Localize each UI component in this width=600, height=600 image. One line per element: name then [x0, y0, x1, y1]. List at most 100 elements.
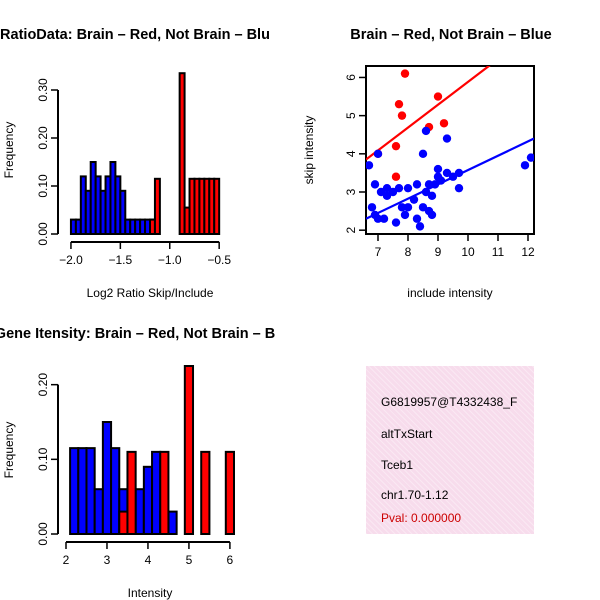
scatter-point-not-brain [433, 164, 443, 174]
scatter-point-brain [397, 111, 407, 120]
intensity-hist-bar-not-brain [69, 447, 80, 535]
location-text: chr1.70-1.12 [381, 488, 449, 502]
scatter-point-not-brain [421, 126, 431, 136]
scatter-point-not-brain [397, 203, 407, 212]
intensity-hist-bar-not-brain [77, 447, 88, 535]
scatter-y-tick-label: 4 [344, 150, 358, 157]
intensity-histogram-title: Gene Itensity: Brain – Red, Not Brain – … [0, 326, 275, 342]
ratio-hist-bar-brain [213, 177, 221, 236]
scatter-point-not-brain [391, 218, 401, 227]
scatter-y-tick-label: 6 [344, 74, 358, 81]
intensity-hist-bar-not-brain [101, 421, 113, 535]
ratio-hist-x-tick-label: −1.0 [158, 253, 182, 267]
ratio-histogram-xlabel: Log2 Ratio Skip/Include [87, 286, 214, 300]
ratio-hist-y-tick-label: 0.20 [36, 126, 50, 150]
intensity-hist-bar-brain [118, 510, 129, 536]
scatter-point-not-brain [403, 183, 413, 193]
intensity-hist-x-tick-label: 2 [63, 553, 70, 567]
ratio-histogram-ylabel: Frequency [2, 122, 16, 179]
intensity-histogram-panel: Gene Itensity: Brain – Red, Not Brain – … [0, 326, 275, 600]
scatter-point-not-brain [418, 149, 428, 159]
scatter-point-not-brain [421, 187, 431, 197]
intensity-hist-bar-brain [183, 365, 195, 535]
scatter-point-not-brain [412, 180, 422, 189]
ratio-hist-x-tick-label: −1.5 [109, 253, 133, 267]
intensity-hist-bar-not-brain [110, 447, 121, 535]
scatter-point-brain [439, 119, 449, 128]
ratio-histogram-panel: RatioData: Brain – Red, Not Brain – Blu … [0, 27, 270, 300]
scatter-point-not-brain [442, 168, 452, 178]
scatter-point-not-brain [373, 214, 383, 223]
scatter-point-not-brain [394, 183, 404, 193]
scatter-y-tick-label: 5 [344, 112, 358, 119]
scatter-x-tick-label: 9 [435, 245, 442, 259]
ratio-hist-y-tick-label: 0.10 [36, 174, 50, 198]
scatter-point-not-brain [388, 187, 398, 197]
intensity-hist-bar-brain [200, 450, 211, 535]
scatter-point-not-brain [370, 180, 380, 189]
scatter-y-tick-label: 3 [344, 188, 358, 195]
scatter-point-not-brain [520, 161, 530, 170]
scatter-point-brain [394, 99, 404, 109]
intensity-hist-bar-not-brain [151, 450, 162, 535]
scatter-marks [366, 66, 534, 231]
ratio-hist-bar-brain [178, 72, 186, 235]
intensity-hist-bar-not-brain [142, 465, 154, 535]
scatter-point-not-brain [454, 168, 464, 178]
scatter-fit-line-brain [366, 66, 491, 161]
ratio-histogram-title: RatioData: Brain – Red, Not Brain – Blu [0, 27, 270, 43]
scatter-point-not-brain [526, 153, 534, 162]
scatter-x-tick-label: 12 [521, 245, 535, 259]
scatter-point-not-brain [442, 134, 452, 143]
ratio-hist-x-tick-label: −0.5 [207, 253, 231, 267]
scatter-point-not-brain [367, 203, 377, 212]
scatter-point-not-brain [427, 210, 437, 220]
intensity-hist-y-tick-label: 0.10 [36, 447, 50, 471]
scatter-point-not-brain [382, 191, 392, 201]
intensity-hist-x-tick-label: 6 [227, 553, 234, 567]
ratio-hist-y-tick-label: 0.00 [36, 222, 50, 246]
intensity-hist-bar-not-brain [85, 447, 96, 535]
scatter-y-tick-label: 2 [344, 227, 358, 234]
intensity-hist-bar-brain [224, 450, 235, 535]
intensity-hist-y-tick-label: 0.00 [36, 522, 50, 546]
scatter-point-not-brain [430, 180, 440, 189]
scatter-point-not-brain [373, 149, 383, 159]
intensity-histogram-ylabel: Frequency [2, 422, 16, 479]
scatter-point-not-brain [379, 214, 389, 223]
event-type-text: altTxStart [381, 427, 433, 441]
scatter-point-not-brain [366, 161, 374, 170]
scatter-plot-box [365, 65, 535, 235]
scatter-x-tick-label: 7 [375, 245, 382, 259]
event-id-text: G6819957@T4332438_F [381, 395, 518, 409]
scatter-point-not-brain [412, 214, 422, 223]
scatter-xlabel: include intensity [407, 286, 492, 300]
intensity-hist-bar-not-brain [93, 488, 104, 536]
intensity-hist-bar-brain [159, 450, 170, 535]
ratio-hist-y-tick-label: 0.30 [36, 78, 50, 102]
scatter-point-not-brain [382, 183, 392, 193]
scatter-point-not-brain [427, 191, 437, 201]
scatter-x-tick-label: 10 [461, 245, 475, 259]
scatter-point-not-brain [403, 203, 413, 212]
gene-name-text: Tceb1 [381, 458, 414, 472]
intensity-scatter-panel: Brain – Red, Not Brain – Blue include in… [302, 27, 552, 300]
intensity-hist-bar-not-brain [167, 510, 178, 536]
intensity-histogram-xlabel: Intensity [128, 586, 173, 600]
ratio-hist-bar-brain [153, 177, 161, 236]
event-info-panel: G6819957@T4332438_F altTxStart Tceb1 chr… [366, 366, 534, 534]
scatter-x-tick-label: 11 [492, 245, 505, 259]
intensity-hist-bar-not-brain [134, 488, 145, 536]
scatter-point-not-brain [436, 176, 446, 185]
intensity-hist-x-tick-label: 5 [186, 553, 193, 567]
scatter-point-not-brain [409, 195, 419, 204]
ratio-hist-x-tick-label: −2.0 [59, 253, 83, 267]
intensity-hist-y-tick-label: 0.20 [36, 373, 50, 397]
scatter-point-brain [391, 141, 401, 151]
scatter-point-brain [400, 69, 410, 78]
scatter-point-not-brain [418, 203, 428, 212]
scatter-point-brain [391, 172, 401, 181]
scatter-point-not-brain [424, 180, 434, 189]
scatter-point-not-brain [454, 183, 464, 193]
